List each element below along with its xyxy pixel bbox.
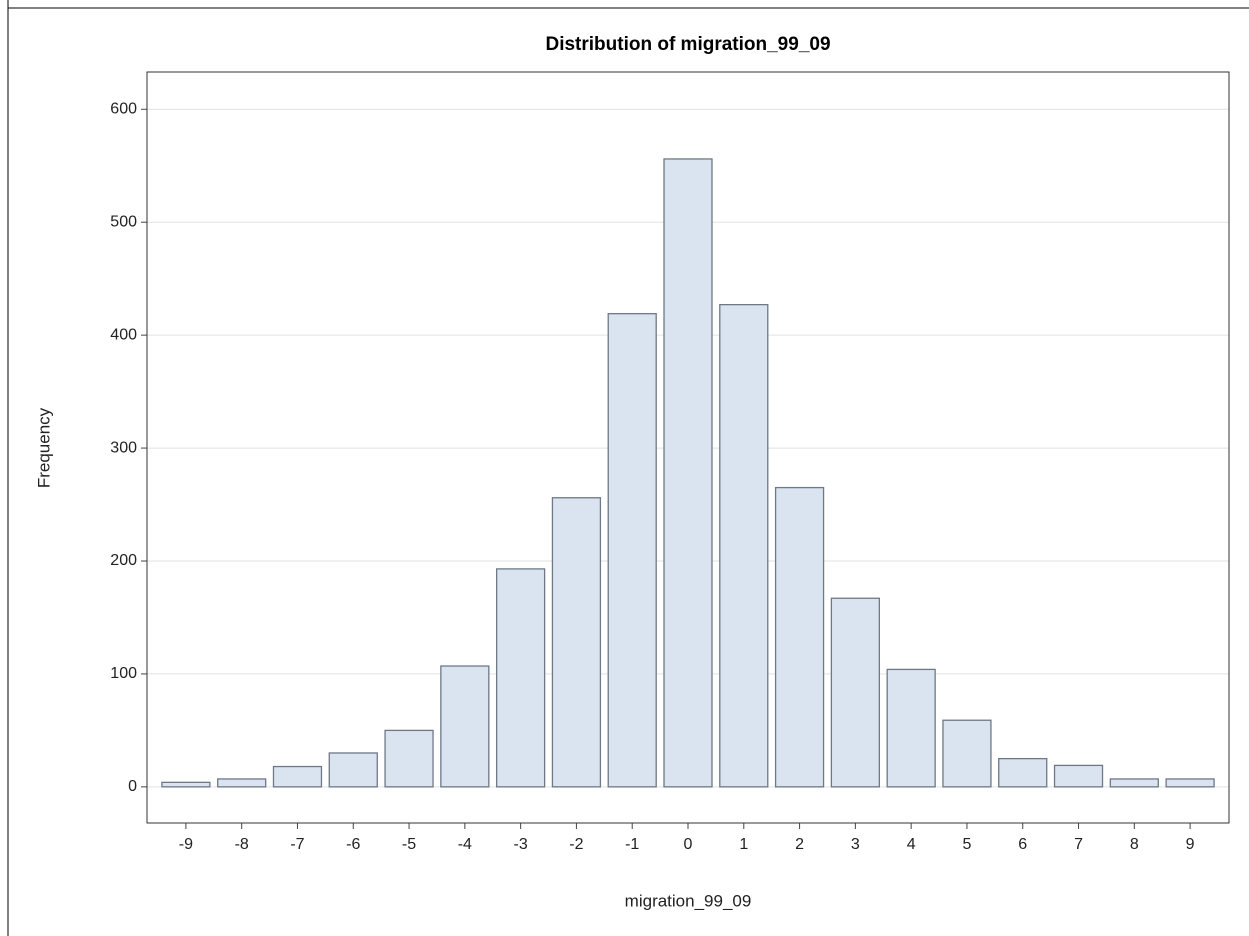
bar <box>272 765 323 788</box>
y-tick-label: 200 <box>110 552 137 569</box>
x-tick-label: -7 <box>290 836 304 853</box>
y-tick-label: 300 <box>110 439 137 456</box>
x-tick-label: 4 <box>907 836 916 853</box>
bar <box>942 719 992 788</box>
x-tick-label: 2 <box>795 836 804 853</box>
bar <box>1165 778 1215 788</box>
x-tick-label: 9 <box>1186 836 1195 853</box>
y-tick-label: 600 <box>110 100 137 117</box>
x-tick-label: -4 <box>458 836 472 853</box>
x-tick-label: 7 <box>1074 836 1083 853</box>
x-tick-label: 5 <box>962 836 971 853</box>
bar <box>663 158 713 788</box>
bar <box>774 486 825 788</box>
y-tick-label: 500 <box>110 213 137 230</box>
y-tick-label: 400 <box>110 326 137 343</box>
plot-frame <box>146 71 1230 824</box>
x-tick-label: -2 <box>569 836 583 853</box>
bar <box>551 497 602 788</box>
bar <box>607 313 657 788</box>
x-tick-label: -1 <box>625 836 639 853</box>
bar <box>886 668 936 788</box>
x-tick-label: 1 <box>739 836 748 853</box>
x-tick-label: 0 <box>684 836 693 853</box>
y-axis-label: Frequency <box>34 407 53 488</box>
bar <box>384 729 434 788</box>
x-axis-label: migration_99_09 <box>625 891 752 910</box>
y-tick-label: 100 <box>110 665 137 682</box>
bar <box>1109 778 1159 788</box>
x-tick-label: 8 <box>1130 836 1139 853</box>
x-tick-label: -6 <box>346 836 360 853</box>
y-tick-label: 0 <box>128 778 137 795</box>
x-tick-label: -3 <box>514 836 528 853</box>
x-tick-label: -5 <box>402 836 416 853</box>
bar <box>830 597 881 788</box>
x-tick-label: -9 <box>179 836 193 853</box>
bar <box>440 665 490 788</box>
chart-title: Distribution of migration_99_09 <box>545 34 830 55</box>
x-tick-label: -8 <box>235 836 249 853</box>
bar <box>719 303 769 788</box>
bar <box>161 781 211 788</box>
bar <box>1053 764 1104 788</box>
bar <box>328 752 378 788</box>
bar <box>217 778 267 788</box>
bar <box>998 757 1048 788</box>
x-tick-label: 6 <box>1018 836 1027 853</box>
bar <box>495 568 546 788</box>
x-tick-label: 3 <box>851 836 860 853</box>
